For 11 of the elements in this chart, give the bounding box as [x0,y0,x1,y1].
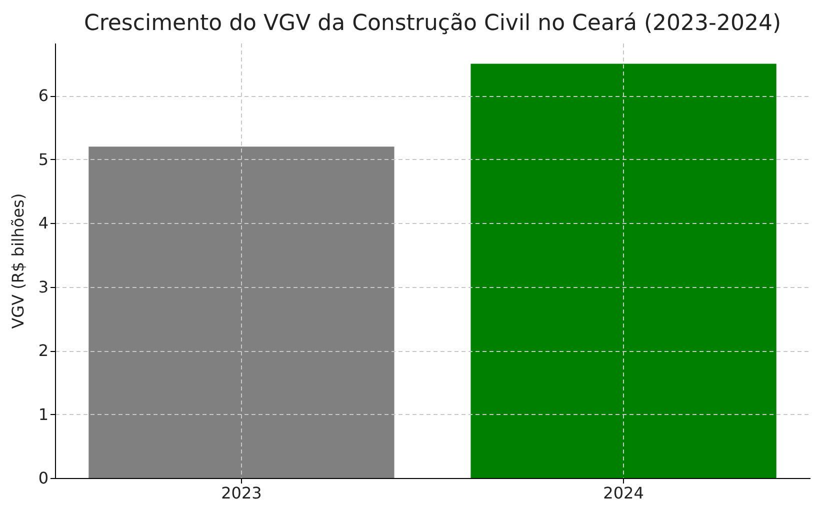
y-axis-title: VGV (R$ bilhões) [8,193,28,329]
y-tick-label: 1 [38,404,48,424]
x-tick-label: 2024 [603,484,644,502]
y-tick-label: 6 [38,86,48,106]
y-tick-label: 2 [38,341,48,360]
x-tick-label: 2023 [221,484,262,502]
chart-title: Crescimento do VGV da Construção Civil no Ceará (2023-2024) [84,11,782,36]
y-tick-label: 4 [38,214,48,233]
y-tick-label: 0 [38,468,48,488]
y-tick-label: 5 [38,150,48,169]
y-tick-label: 3 [38,277,48,296]
